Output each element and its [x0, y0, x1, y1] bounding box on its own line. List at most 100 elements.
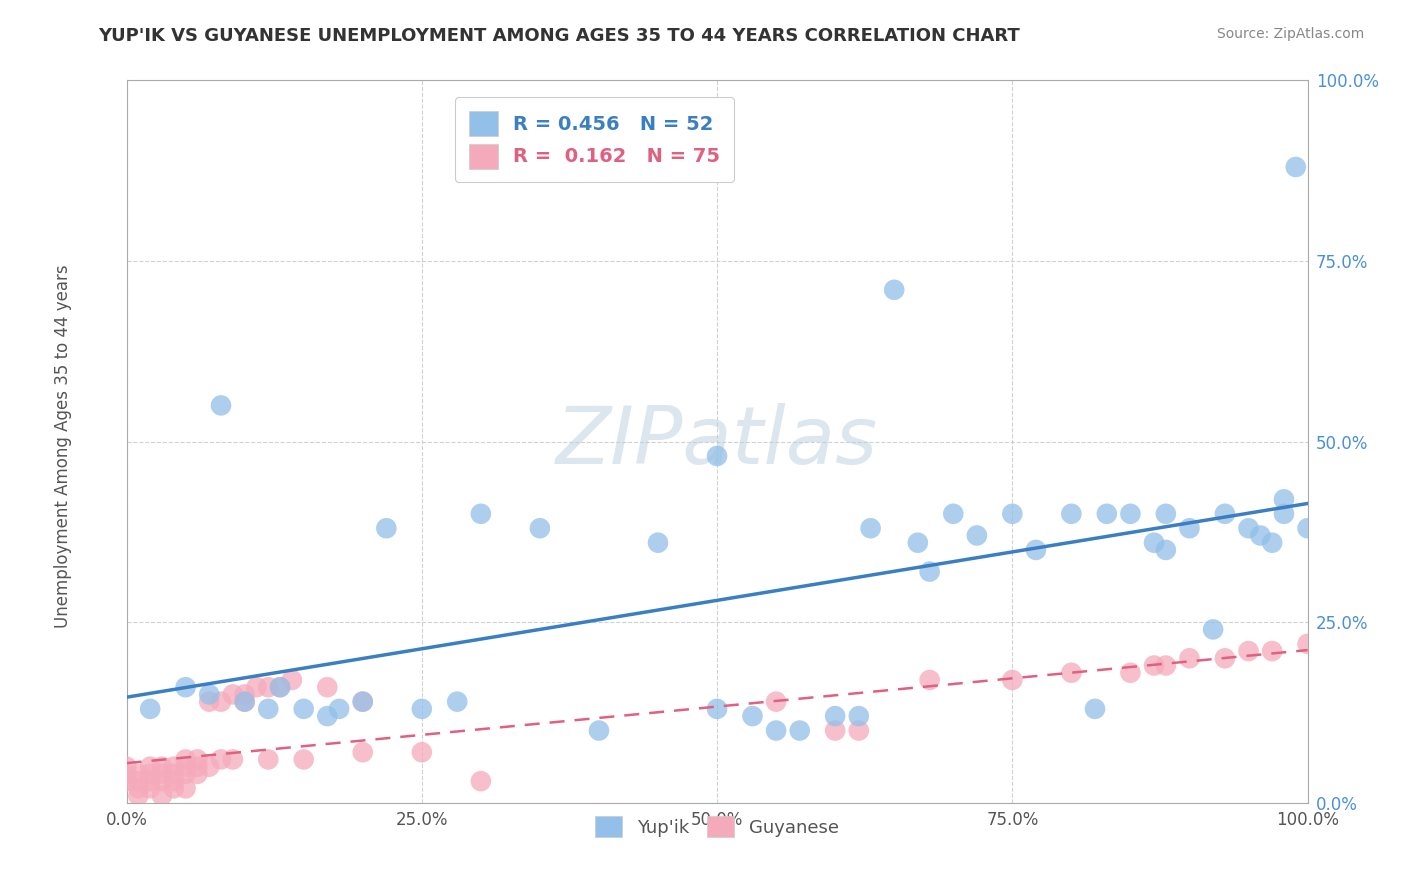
- Point: [1272, 507, 1295, 521]
- Point: [942, 507, 965, 521]
- Point: [186, 767, 208, 781]
- Point: [966, 528, 988, 542]
- Point: [257, 702, 280, 716]
- Text: Source: ZipAtlas.com: Source: ZipAtlas.com: [1216, 27, 1364, 41]
- Point: [1237, 521, 1260, 535]
- Point: [115, 774, 138, 789]
- Point: [706, 702, 728, 716]
- Point: [1060, 665, 1083, 680]
- Point: [174, 752, 197, 766]
- Point: [281, 673, 304, 687]
- Point: [233, 687, 256, 701]
- Point: [292, 702, 315, 716]
- Point: [174, 680, 197, 694]
- Point: [470, 507, 492, 521]
- Text: Unemployment Among Ages 35 to 44 years: Unemployment Among Ages 35 to 44 years: [55, 264, 72, 628]
- Point: [1154, 507, 1177, 521]
- Point: [257, 680, 280, 694]
- Point: [174, 767, 197, 781]
- Point: [1213, 507, 1236, 521]
- Point: [741, 709, 763, 723]
- Point: [1285, 160, 1308, 174]
- Point: [1119, 507, 1142, 521]
- Point: [706, 449, 728, 463]
- Point: [292, 752, 315, 766]
- Point: [765, 695, 787, 709]
- Point: [233, 695, 256, 709]
- Point: [1154, 658, 1177, 673]
- Point: [1296, 637, 1319, 651]
- Point: [1178, 521, 1201, 535]
- Point: [918, 565, 941, 579]
- Point: [883, 283, 905, 297]
- Point: [198, 695, 221, 709]
- Point: [163, 774, 186, 789]
- Point: [174, 781, 197, 796]
- Point: [907, 535, 929, 549]
- Point: [1001, 507, 1024, 521]
- Point: [859, 521, 882, 535]
- Point: [1084, 702, 1107, 716]
- Point: [328, 702, 350, 716]
- Point: [269, 680, 291, 694]
- Point: [1272, 492, 1295, 507]
- Point: [198, 760, 221, 774]
- Point: [1095, 507, 1118, 521]
- Point: [163, 760, 186, 774]
- Point: [824, 709, 846, 723]
- Point: [186, 752, 208, 766]
- Point: [115, 767, 138, 781]
- Point: [1119, 665, 1142, 680]
- Point: [352, 695, 374, 709]
- Point: [233, 695, 256, 709]
- Point: [163, 767, 186, 781]
- Point: [127, 767, 149, 781]
- Point: [139, 767, 162, 781]
- Point: [1001, 673, 1024, 687]
- Point: [1154, 542, 1177, 557]
- Point: [1143, 535, 1166, 549]
- Point: [316, 709, 339, 723]
- Point: [150, 767, 173, 781]
- Point: [209, 752, 232, 766]
- Point: [1237, 644, 1260, 658]
- Point: [1143, 658, 1166, 673]
- Point: [257, 752, 280, 766]
- Point: [139, 760, 162, 774]
- Point: [139, 781, 162, 796]
- Point: [848, 723, 870, 738]
- Point: [150, 789, 173, 803]
- Point: [1178, 651, 1201, 665]
- Point: [139, 702, 162, 716]
- Point: [198, 687, 221, 701]
- Point: [1261, 535, 1284, 549]
- Point: [316, 680, 339, 694]
- Point: [245, 680, 267, 694]
- Point: [647, 535, 669, 549]
- Point: [150, 760, 173, 774]
- Point: [411, 702, 433, 716]
- Text: YUP'IK VS GUYANESE UNEMPLOYMENT AMONG AGES 35 TO 44 YEARS CORRELATION CHART: YUP'IK VS GUYANESE UNEMPLOYMENT AMONG AG…: [98, 27, 1021, 45]
- Text: ZIPatlas: ZIPatlas: [555, 402, 879, 481]
- Point: [848, 709, 870, 723]
- Point: [115, 760, 138, 774]
- Point: [1025, 542, 1047, 557]
- Point: [127, 774, 149, 789]
- Point: [174, 760, 197, 774]
- Point: [1261, 644, 1284, 658]
- Point: [269, 680, 291, 694]
- Point: [824, 723, 846, 738]
- Point: [1249, 528, 1271, 542]
- Point: [209, 695, 232, 709]
- Point: [789, 723, 811, 738]
- Point: [139, 774, 162, 789]
- Point: [186, 760, 208, 774]
- Point: [470, 774, 492, 789]
- Point: [127, 789, 149, 803]
- Point: [1202, 623, 1225, 637]
- Legend: Yup'ik, Guyanese: Yup'ik, Guyanese: [588, 809, 846, 845]
- Point: [765, 723, 787, 738]
- Point: [209, 398, 232, 412]
- Point: [529, 521, 551, 535]
- Point: [1296, 521, 1319, 535]
